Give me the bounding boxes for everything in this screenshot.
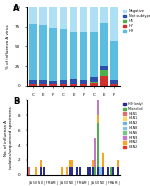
Bar: [76, 167, 78, 175]
Bar: [102, 153, 104, 167]
Text: Jul 2013-Jun 2014: Jul 2013-Jun 2014: [27, 100, 59, 104]
Bar: [99, 167, 102, 175]
Bar: [29, 80, 37, 84]
Bar: [71, 160, 73, 167]
Bar: [97, 115, 99, 123]
Bar: [80, 32, 87, 80]
Bar: [110, 80, 118, 84]
Bar: [40, 160, 42, 167]
Bar: [80, 84, 87, 86]
Bar: [90, 32, 98, 77]
Bar: [97, 123, 99, 167]
Bar: [39, 25, 47, 80]
Text: Jul 2014-Jun 2015: Jul 2014-Jun 2015: [58, 100, 89, 104]
Bar: [39, 7, 47, 25]
Bar: [29, 24, 37, 80]
Bar: [90, 82, 98, 83]
Bar: [89, 167, 91, 175]
Bar: [117, 160, 120, 167]
Bar: [70, 7, 77, 32]
Bar: [35, 167, 37, 175]
Bar: [39, 84, 47, 86]
Bar: [102, 167, 104, 175]
Text: A: A: [13, 4, 20, 12]
Legend: H9 (only), Mixed inf., H1N1, H5N1, H5N2, H5N8, H5N6, H7N9, H9N2, H3N2: H9 (only), Mixed inf., H1N1, H5N1, H5N2,…: [123, 102, 144, 149]
Bar: [90, 7, 98, 32]
Bar: [50, 84, 57, 86]
Bar: [29, 7, 37, 24]
Bar: [60, 7, 67, 29]
Text: B: B: [13, 97, 20, 106]
Bar: [112, 167, 114, 175]
Bar: [110, 7, 118, 41]
Bar: [97, 167, 99, 175]
Bar: [71, 167, 73, 175]
Bar: [100, 66, 108, 70]
Bar: [87, 167, 89, 175]
Bar: [80, 7, 87, 32]
Bar: [60, 29, 67, 80]
Bar: [92, 160, 94, 167]
Bar: [90, 77, 98, 82]
Bar: [27, 167, 30, 175]
Bar: [94, 138, 96, 167]
Bar: [70, 32, 77, 79]
Bar: [43, 167, 45, 175]
Bar: [29, 84, 37, 86]
Bar: [66, 167, 68, 175]
Bar: [50, 7, 57, 28]
Bar: [79, 167, 81, 175]
Bar: [107, 167, 109, 175]
Bar: [60, 84, 67, 86]
Bar: [69, 167, 71, 175]
Bar: [69, 160, 71, 167]
Bar: [50, 81, 57, 84]
Bar: [110, 167, 112, 175]
Y-axis label: No. of influenza A
isolates/sequenced specimens: No. of influenza A isolates/sequenced sp…: [4, 106, 13, 169]
Bar: [110, 41, 118, 80]
Bar: [80, 80, 87, 84]
Legend: Negative, Not subtyped, H5, H7, H9: Negative, Not subtyped, H5, H7, H9: [123, 9, 150, 33]
Bar: [60, 80, 67, 84]
Bar: [94, 167, 96, 175]
Bar: [117, 167, 120, 175]
Bar: [100, 23, 108, 66]
Bar: [40, 167, 42, 175]
Bar: [100, 70, 108, 76]
Bar: [90, 83, 98, 86]
Bar: [110, 84, 118, 86]
Y-axis label: % of influenza A virus: % of influenza A virus: [6, 24, 10, 69]
Bar: [92, 167, 94, 175]
Bar: [61, 167, 63, 175]
Bar: [50, 28, 57, 81]
Bar: [97, 56, 99, 115]
Bar: [39, 80, 47, 84]
Bar: [70, 84, 77, 86]
Bar: [100, 7, 108, 23]
Bar: [70, 79, 77, 84]
Text: Jul 2015-Jun 2016: Jul 2015-Jun 2016: [88, 100, 120, 104]
Bar: [100, 76, 108, 86]
